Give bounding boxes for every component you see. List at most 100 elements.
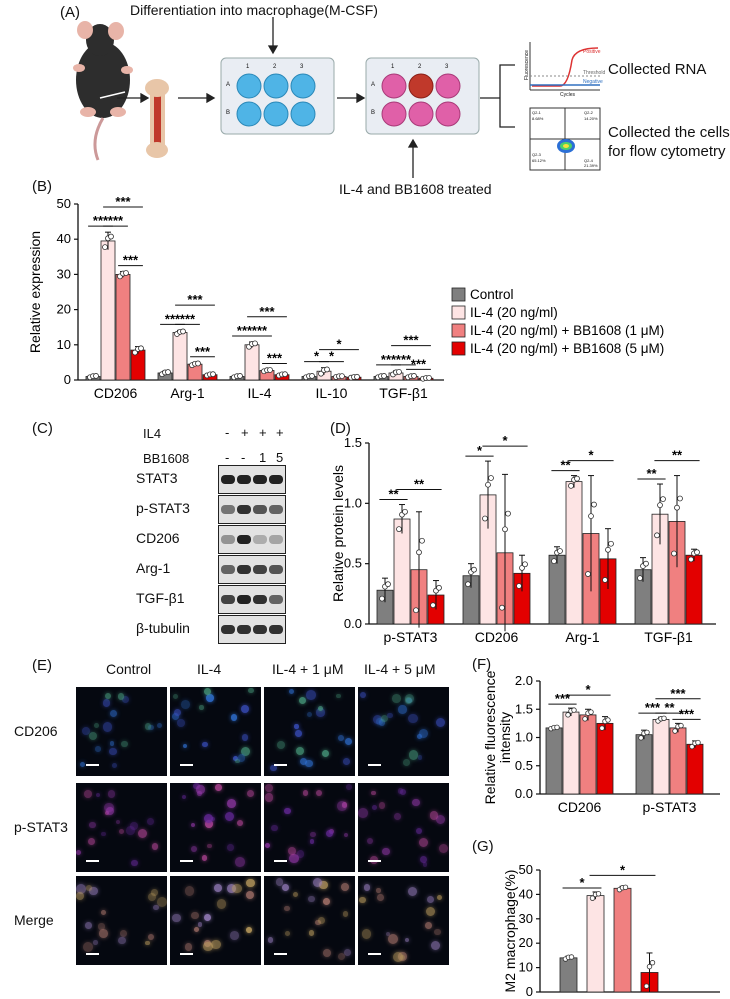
cell [316,708,325,717]
scale-bar [368,860,381,862]
y-tick-label: 50 [57,196,71,211]
cell [119,930,127,937]
blot-band [237,535,251,544]
cell [107,789,116,798]
cell [153,904,159,910]
cell [344,949,352,957]
significance-label: ** [414,477,425,492]
blot-row [218,495,286,524]
cell [376,718,383,725]
cell [411,798,420,807]
cell [288,853,299,864]
data-point [591,501,597,508]
y-tick-label: 0.5 [344,556,362,571]
microscopy-panel [170,876,261,965]
cell [115,819,120,824]
legend-swatch [451,323,466,338]
legend-swatch [451,287,466,302]
data-point [267,367,273,373]
cell [117,693,125,700]
cell [184,885,195,896]
cell [232,883,242,894]
significance-label: ** [388,487,399,502]
cell [151,843,158,850]
x-tick-label: IL-4 [247,385,271,401]
cell [101,910,107,916]
data-point [416,549,422,556]
blot-band [269,595,283,604]
collected-cells-text-1: Collected the cells [608,124,730,141]
cell [146,818,154,825]
cell [314,919,321,926]
data-point [282,371,288,378]
significance-label: *** [411,356,427,371]
data-point [426,374,432,381]
data-point [93,373,99,379]
scale-bar [180,764,193,766]
data-point [339,373,345,380]
blot-band [253,625,267,634]
qpcr-xlabel: Cycles [560,92,576,98]
cell [323,949,332,958]
data-point [557,548,563,554]
blot-band [237,595,251,604]
cell [156,722,162,728]
y-tick-label: 10 [57,337,71,352]
cell [86,885,92,892]
y-tick-label: 0 [64,372,71,387]
blot-row-label: p-STAT3 [136,500,190,516]
significance-label: *** [165,311,181,326]
cell [194,927,200,933]
cell [437,894,443,900]
data-point [519,564,525,571]
scale-bar [86,953,99,955]
cell [203,813,214,823]
cell [307,712,313,718]
cell [137,828,147,838]
blot-il4-label: IL4 [143,426,162,441]
significance-label: *** [403,333,419,348]
bar [548,554,566,625]
cell [371,805,377,810]
microscopy-panel [358,687,449,776]
microscopy-panel [264,783,355,872]
blot-band [237,625,251,634]
microscopy-panel [170,783,261,872]
significance-label: * [502,433,508,448]
cell [417,755,423,760]
cell [294,724,299,729]
cell [321,749,329,757]
cell [429,811,438,820]
cell [359,896,366,903]
cell [215,784,222,791]
scale-bar [180,860,193,862]
cell [304,759,313,768]
microscopy-row-label: p-STAT3 [14,819,68,835]
cell [372,714,382,724]
cell [109,709,118,718]
cell [206,694,214,702]
cell [315,790,322,797]
data-point [602,577,608,583]
cell [310,839,315,844]
significance-label: *** [252,323,268,338]
cell [302,790,309,796]
microscopy-panel [358,783,449,872]
cell [394,813,401,821]
cell [284,807,291,815]
data-point [465,581,471,588]
blot-band [253,535,267,544]
cell [211,939,221,949]
y-tick-label: 40 [57,231,71,246]
significance-label: *** [180,311,196,326]
data-point [568,482,574,489]
flow-q2: Q2-2 [584,110,593,115]
cell [399,789,406,796]
cell [270,764,277,772]
significance-label: * [336,337,342,352]
x-tick-label: Arg-1 [170,385,204,401]
x-tick-label: Arg-1 [565,629,599,645]
significance-label: *** [267,350,283,365]
x-tick-label: CD206 [475,629,519,645]
